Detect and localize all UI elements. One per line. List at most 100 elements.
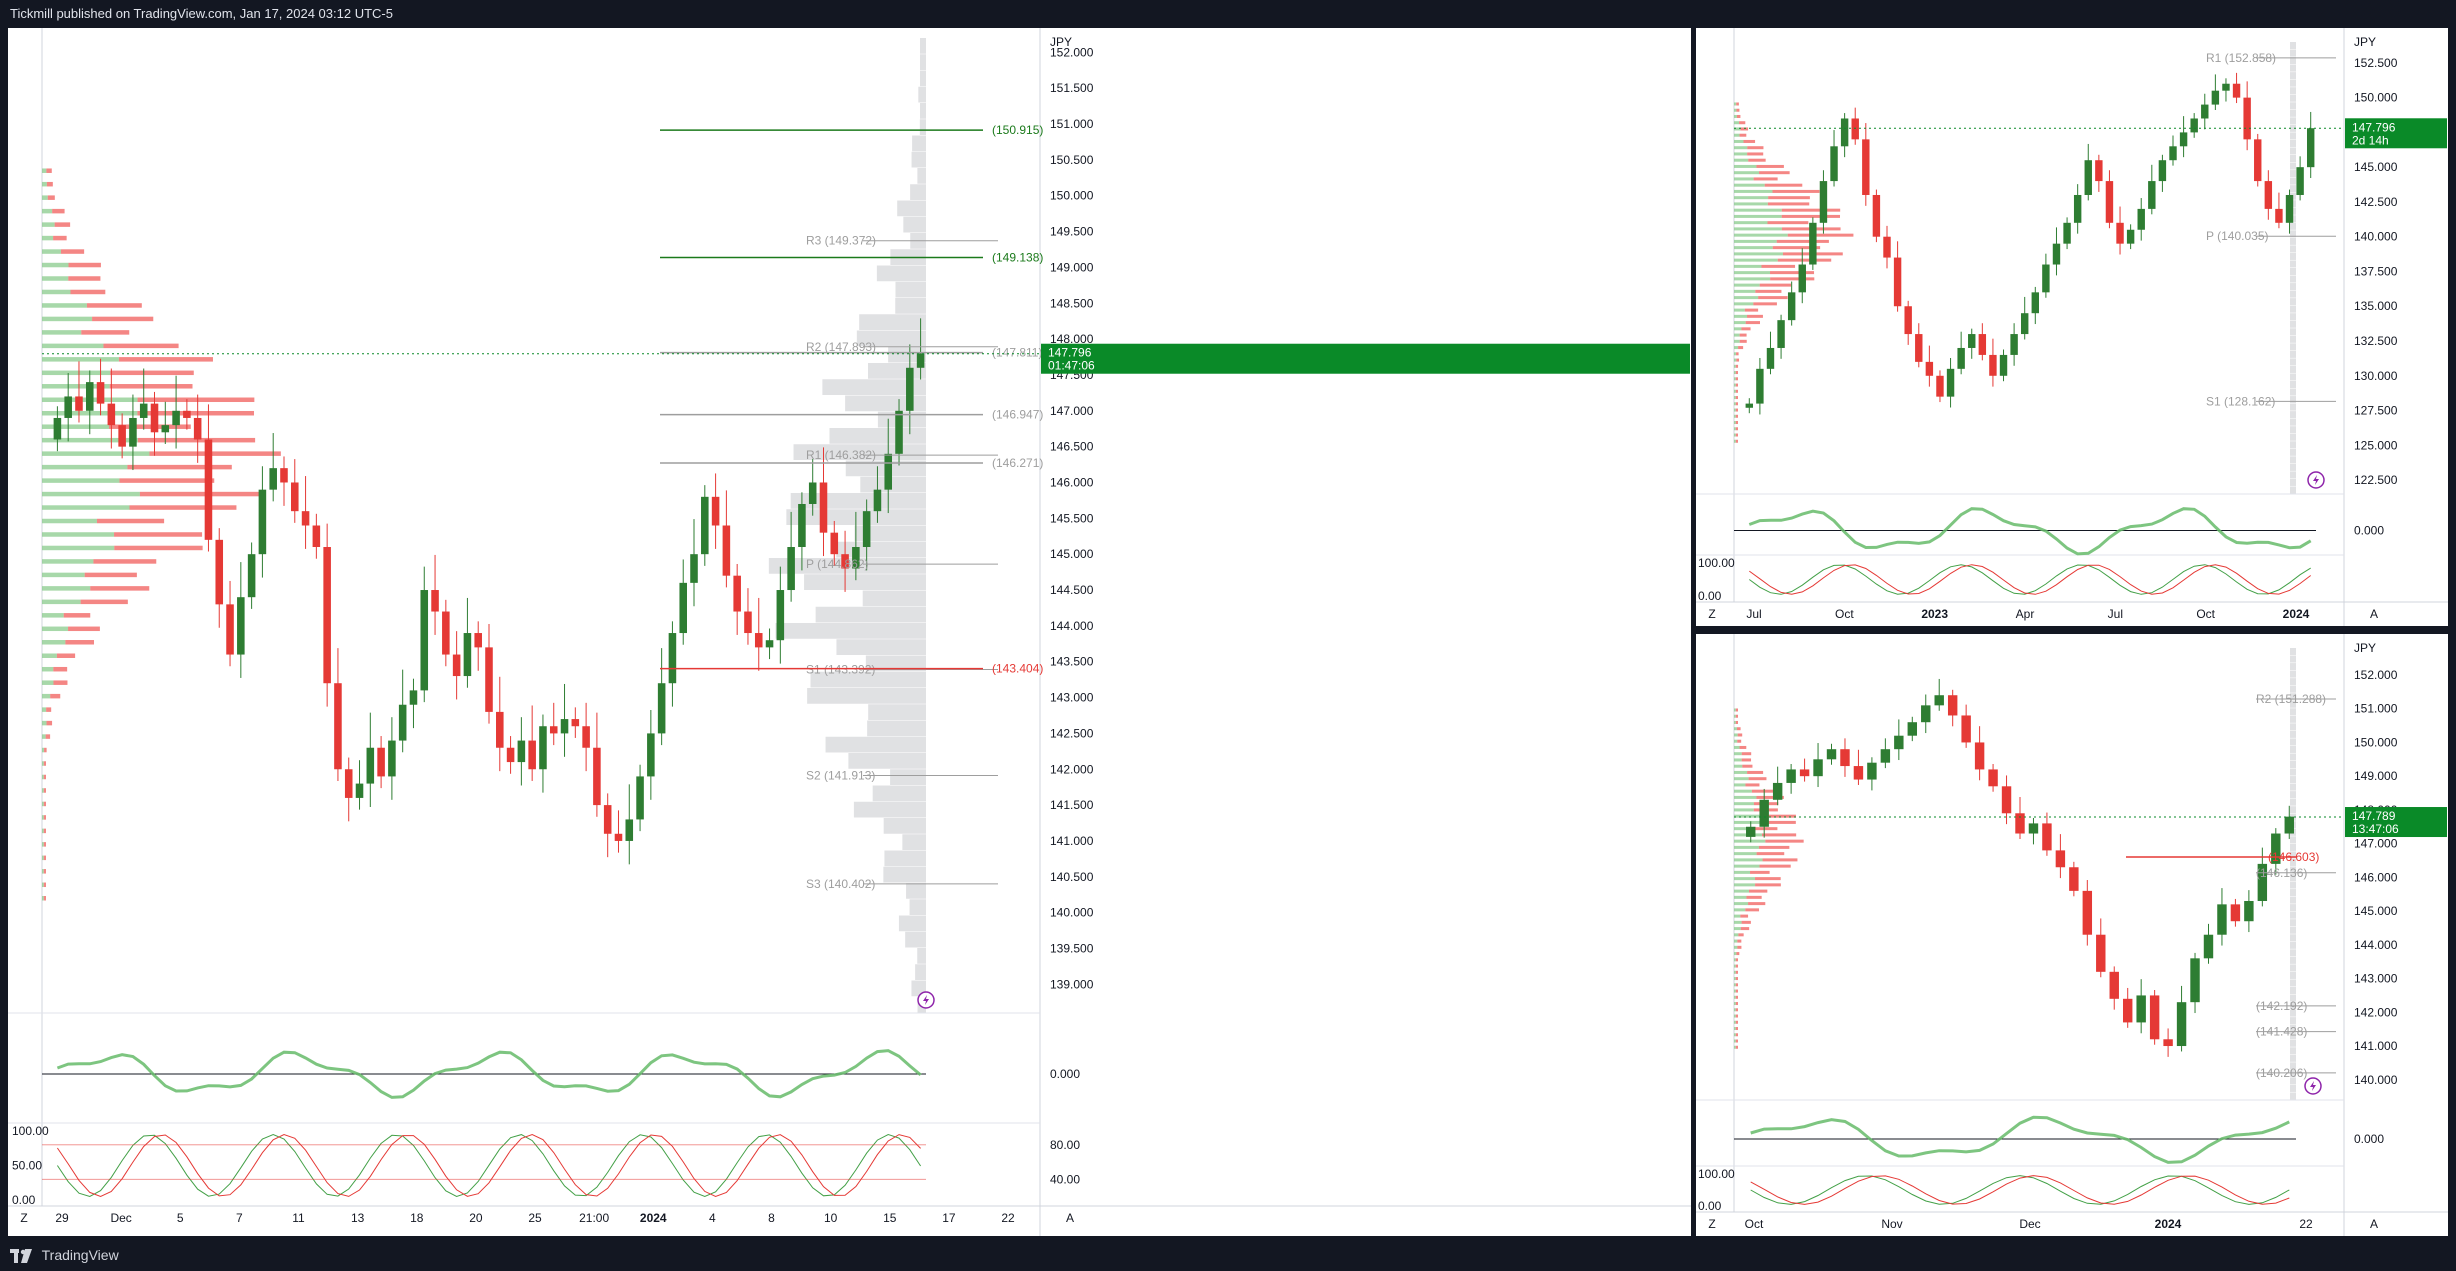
left-profile-sell-bar — [1737, 945, 1742, 949]
x-tick-label: 22 — [2299, 1217, 2313, 1231]
left-profile-sell-bar — [1736, 102, 1739, 106]
candle-body — [1809, 222, 1817, 265]
osc2-level-label: 100.00 — [1698, 556, 1735, 570]
volume-profile-bar — [810, 671, 926, 688]
volume-profile-bar — [868, 704, 926, 720]
left-profile-buy-bar — [1734, 858, 1763, 862]
left-profile-sell-bar — [1738, 933, 1744, 937]
level-label: (149.138) — [992, 251, 1043, 265]
left-profile-buy-bar — [1734, 870, 1751, 874]
left-profile-sell-bar — [1740, 914, 1749, 918]
bottom-right-chart-panel[interactable]: JPY152.000151.000150.000149.000148.00014… — [1696, 634, 2448, 1236]
footer-bar: TradingView — [0, 1240, 2456, 1271]
left-profile-buy-bar — [1734, 983, 1736, 987]
volume-profile-bar — [2290, 994, 2296, 1002]
left-profile-sell-bar — [1756, 795, 1784, 799]
left-profile-sell-bar — [1781, 214, 1841, 218]
x-tick-label: 21:00 — [579, 1211, 609, 1225]
candle-body — [1799, 769, 1810, 777]
left-profile-buy-bar — [1734, 146, 1748, 150]
left-profile-sell-bar — [1747, 152, 1764, 156]
candle-body — [96, 382, 105, 404]
left-profile-sell-bar — [1735, 983, 1738, 987]
volume-profile-bar — [2290, 335, 2296, 343]
candle-body — [1907, 722, 1918, 736]
x-tick-label: 22 — [1001, 1211, 1015, 1225]
volume-profile-bar — [2290, 403, 2296, 411]
main-chart-panel[interactable]: JPY 152.000 151.500 151.000 150.500 150.000 14… — [8, 28, 1691, 1236]
candle-body — [862, 511, 871, 548]
left-profile-sell-bar — [1735, 371, 1738, 375]
left-profile-buy-bar — [42, 384, 110, 389]
left-profile-buy-bar — [1734, 227, 1782, 231]
y-tick-label: 137.500 — [2354, 264, 2398, 278]
left-profile-sell-bar — [119, 478, 215, 483]
left-profile-sell-bar — [1736, 952, 1740, 956]
x-tick-label: 25 — [528, 1211, 542, 1225]
left-profile-buy-bar — [42, 545, 115, 551]
left-profile-sell-bar — [1740, 127, 1749, 131]
left-profile-sell-bar — [1735, 389, 1738, 393]
volume-profile-bar — [2290, 858, 2296, 866]
osc2-level-label: 100.00 — [1698, 1167, 1735, 1181]
left-profile-sell-bar — [43, 842, 46, 847]
candle-body — [1787, 292, 1796, 321]
left-profile-buy-bar — [1734, 1002, 1736, 1006]
tradingview-logo-icon[interactable] — [10, 1249, 32, 1264]
left-profile-buy-bar — [1734, 733, 1738, 737]
left-profile-sell-bar — [1739, 745, 1747, 749]
left-profile-buy-bar — [1734, 139, 1744, 143]
left-profile-buy-bar — [1734, 352, 1737, 356]
left-profile-sell-bar — [70, 289, 106, 295]
current-countdown-label: 01:47:06 — [1048, 359, 1095, 373]
volume-profile-bar — [2290, 162, 2296, 170]
left-profile-sell-bar — [1776, 239, 1829, 243]
main-chart-svg[interactable]: JPY152.000151.500151.000150.500150.00014… — [8, 28, 1691, 1236]
pivot-label: P (144.862) — [806, 557, 869, 571]
volume-profile-bar — [2290, 471, 2296, 479]
left-profile-sell-bar — [1747, 146, 1764, 150]
candle-body — [1853, 766, 1864, 780]
current-countdown-label: 2d 14h — [2352, 133, 2389, 147]
y-tick-label: 147.000 — [2354, 837, 2398, 851]
volume-profile-bar — [2290, 245, 2296, 253]
bottom-right-chart-svg[interactable]: JPY152.000151.000150.000149.000148.00014… — [1696, 634, 2448, 1236]
top-right-chart-svg[interactable]: JPY152.500150.000147.500145.000142.50014… — [1696, 28, 2448, 626]
left-profile-sell-bar — [46, 168, 52, 173]
pivot-label: S2 (141.913) — [806, 768, 875, 782]
pivot-label: S1 (128.162) — [2206, 394, 2275, 408]
left-profile-sell-bar — [80, 599, 128, 605]
volume-profile-bar — [2290, 1092, 2296, 1100]
volume-profile-bar — [2290, 761, 2296, 769]
volume-profile-bar — [2290, 715, 2296, 723]
volume-profile-bar — [2290, 268, 2296, 276]
volume-profile-bar — [890, 769, 926, 785]
y-tick-label: 152.000 — [1050, 45, 1094, 59]
left-profile-buy-bar — [1734, 758, 1742, 762]
candle-body — [161, 425, 170, 433]
volume-profile-bar — [2290, 441, 2296, 449]
candle-body — [204, 439, 213, 540]
x-tick-label: 2024 — [640, 1211, 667, 1225]
volume-profile-bar — [910, 184, 926, 200]
left-profile-sell-bar — [47, 195, 55, 200]
candle-body — [539, 726, 547, 770]
y-tick-label: 143.000 — [2354, 972, 2398, 986]
currency-label: JPY — [2354, 35, 2376, 49]
left-profile-buy-bar — [42, 815, 44, 820]
left-profile-buy-bar — [1734, 708, 1736, 712]
volume-profile-bar — [2290, 987, 2296, 995]
candle-body — [2116, 222, 2124, 244]
volume-profile-bar — [2290, 791, 2296, 799]
volume-profile-bar — [836, 541, 926, 558]
candle-body — [2158, 160, 2167, 182]
y-tick-label: 142.000 — [1050, 762, 1094, 776]
volume-profile-bar — [2290, 964, 2296, 972]
top-right-chart-panel[interactable]: JPY152.500150.000147.500145.000142.50014… — [1696, 28, 2448, 626]
left-profile-buy-bar — [1734, 308, 1745, 312]
volume-profile-bar — [2290, 313, 2296, 321]
candle-body — [560, 719, 569, 734]
left-profile-buy-bar — [1734, 196, 1769, 200]
left-profile-sell-bar — [114, 532, 203, 537]
y-tick-label: 151.500 — [1050, 81, 1094, 95]
